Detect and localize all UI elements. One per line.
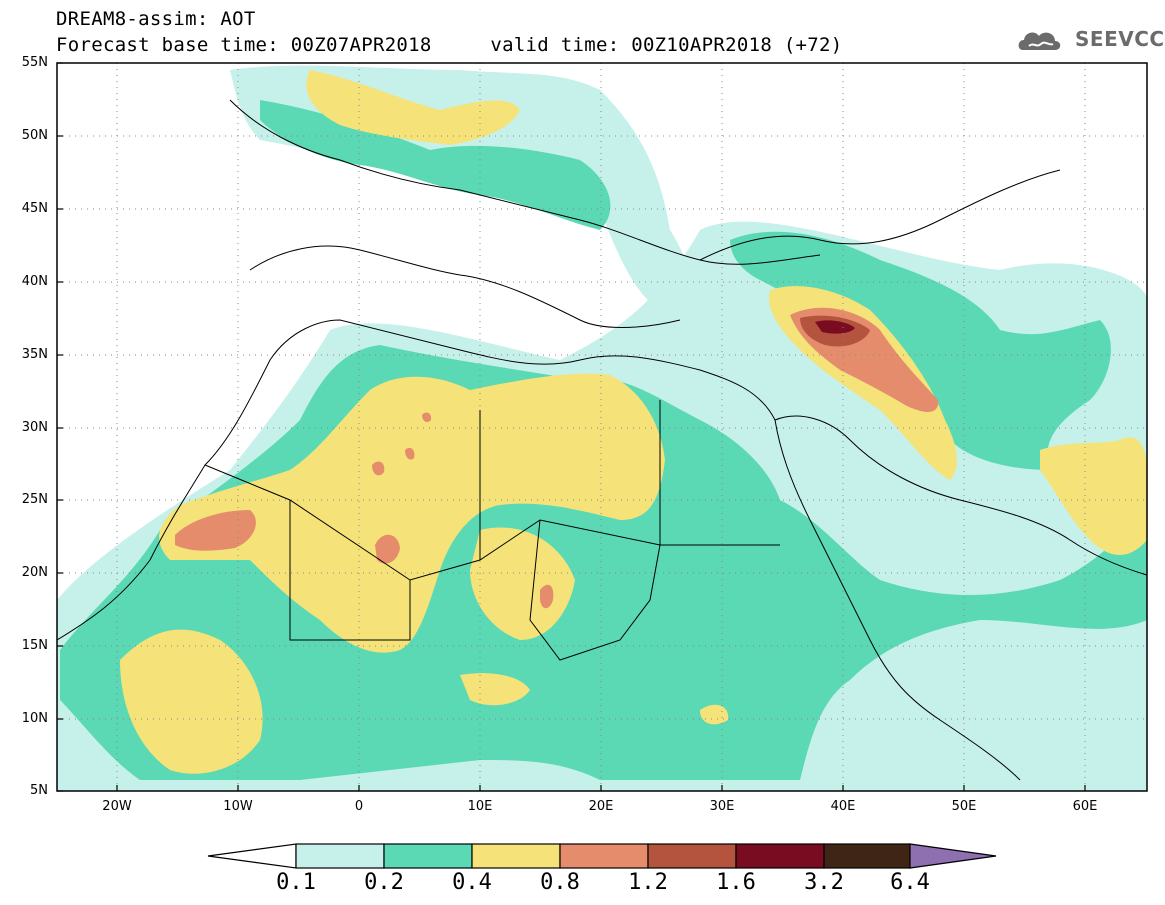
colorbar-label: 1.6 bbox=[716, 870, 756, 895]
lat-tick: 10N bbox=[21, 711, 48, 726]
lon-tick: 50E bbox=[951, 799, 977, 814]
lat-tick: 45N bbox=[21, 201, 48, 216]
lon-tick: 30E bbox=[709, 799, 735, 814]
lon-tick: 10E bbox=[467, 799, 493, 814]
forecast-time-line: Forecast base time: 00Z07APR2018 valid t… bbox=[56, 34, 843, 56]
lat-tick: 55N bbox=[21, 55, 48, 70]
lat-tick: 35N bbox=[21, 347, 48, 362]
lat-tick: 50N bbox=[21, 128, 48, 143]
lon-tick: 40E bbox=[830, 799, 856, 814]
colorbar-label: 0.4 bbox=[452, 870, 492, 895]
coastlines bbox=[57, 99, 1147, 781]
lat-tick: 40N bbox=[21, 274, 48, 289]
lat-tick: 5N bbox=[30, 783, 48, 798]
lon-tick: 60E bbox=[1072, 799, 1098, 814]
lon-tick: 0 bbox=[354, 799, 364, 814]
lat-tick: 15N bbox=[21, 638, 48, 653]
lat-tick: 20N bbox=[21, 565, 48, 580]
lon-tick: 10W bbox=[223, 799, 253, 814]
map-title: DREAM8-assim: AOT bbox=[56, 8, 256, 30]
colorbar-label: 1.2 bbox=[628, 870, 668, 895]
lon-tick: 20E bbox=[588, 799, 614, 814]
colorbar-label: 0.1 bbox=[276, 870, 316, 895]
colorbar-label: 3.2 bbox=[804, 870, 844, 895]
logo-text: SEEVCCC bbox=[1075, 27, 1165, 51]
cloud-icon bbox=[1018, 32, 1061, 50]
colorbar-label: 6.4 bbox=[890, 870, 930, 895]
colorbar-label: 0.2 bbox=[364, 870, 404, 895]
colorbar-label: 0.8 bbox=[540, 870, 580, 895]
lon-tick: 20W bbox=[102, 799, 132, 814]
lat-tick: 25N bbox=[21, 492, 48, 507]
lat-tick: 30N bbox=[21, 420, 48, 435]
plot-frame bbox=[56, 62, 1148, 792]
gridlines bbox=[57, 63, 1147, 791]
